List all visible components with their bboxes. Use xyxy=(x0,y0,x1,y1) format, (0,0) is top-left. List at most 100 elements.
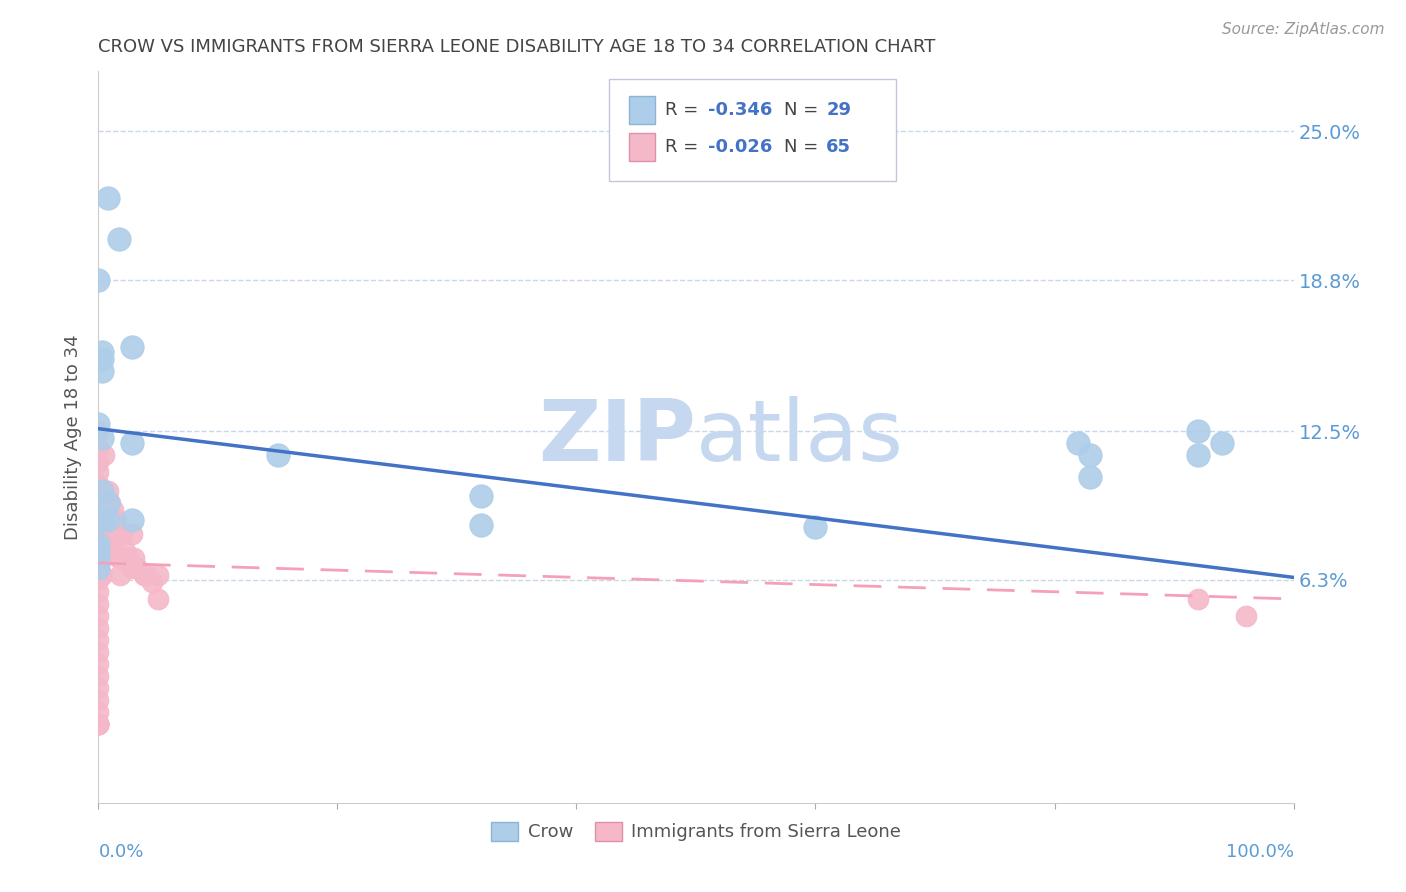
Point xyxy=(1187,448,1209,462)
Point xyxy=(87,716,110,731)
Point xyxy=(87,716,110,731)
Point xyxy=(121,527,143,541)
Text: 65: 65 xyxy=(827,137,851,156)
Point xyxy=(97,191,120,205)
Text: Source: ZipAtlas.com: Source: ZipAtlas.com xyxy=(1222,22,1385,37)
Point xyxy=(87,544,110,558)
Point xyxy=(87,716,110,731)
Point xyxy=(87,608,110,623)
Point xyxy=(97,537,120,551)
Point xyxy=(87,513,110,527)
Point xyxy=(804,520,827,534)
Point xyxy=(87,503,110,517)
Point xyxy=(87,597,110,611)
Point xyxy=(87,645,110,659)
Y-axis label: Disability Age 18 to 34: Disability Age 18 to 34 xyxy=(65,334,83,540)
Point xyxy=(87,549,110,563)
Point xyxy=(87,657,110,671)
Point xyxy=(111,551,134,566)
Point xyxy=(1187,424,1209,438)
FancyBboxPatch shape xyxy=(609,78,896,181)
Point xyxy=(108,551,131,566)
Point xyxy=(124,551,146,566)
Point xyxy=(91,345,114,359)
Point xyxy=(101,503,124,517)
Point xyxy=(87,716,110,731)
Point xyxy=(91,352,114,367)
Point xyxy=(87,489,110,503)
Point xyxy=(87,632,110,647)
Point xyxy=(93,448,115,462)
Point xyxy=(1080,448,1102,462)
Point xyxy=(87,681,110,695)
Point xyxy=(87,524,110,539)
Point xyxy=(87,273,110,287)
Point xyxy=(87,584,110,599)
Point xyxy=(105,513,128,527)
Point xyxy=(97,513,120,527)
Text: N =: N = xyxy=(785,137,824,156)
FancyBboxPatch shape xyxy=(628,96,655,124)
Point xyxy=(105,549,128,563)
Point xyxy=(93,537,115,551)
Legend: Crow, Immigrants from Sierra Leone: Crow, Immigrants from Sierra Leone xyxy=(484,814,908,848)
Point xyxy=(87,716,110,731)
Point xyxy=(87,424,110,438)
Text: -0.346: -0.346 xyxy=(709,101,772,120)
Point xyxy=(98,527,122,541)
Point xyxy=(91,431,114,445)
FancyBboxPatch shape xyxy=(628,133,655,161)
Point xyxy=(87,465,110,479)
Point xyxy=(108,527,131,541)
Point xyxy=(87,551,110,566)
Point xyxy=(121,340,143,354)
Point xyxy=(121,513,143,527)
Text: 100.0%: 100.0% xyxy=(1226,843,1294,861)
Point xyxy=(148,568,170,582)
Point xyxy=(91,364,114,378)
Point xyxy=(114,544,136,558)
Point xyxy=(1211,436,1233,450)
Point xyxy=(470,489,492,503)
Point xyxy=(87,455,110,469)
Point xyxy=(87,573,110,587)
Point xyxy=(1067,436,1090,450)
Point xyxy=(87,561,110,575)
Point xyxy=(111,527,134,541)
Point xyxy=(148,591,170,606)
Text: ZIP: ZIP xyxy=(538,395,696,479)
Point xyxy=(87,692,110,706)
Point xyxy=(135,568,157,582)
Text: CROW VS IMMIGRANTS FROM SIERRA LEONE DISABILITY AGE 18 TO 34 CORRELATION CHART: CROW VS IMMIGRANTS FROM SIERRA LEONE DIS… xyxy=(98,38,936,56)
Text: -0.026: -0.026 xyxy=(709,137,772,156)
Point xyxy=(97,483,120,498)
Point xyxy=(1234,608,1257,623)
Point xyxy=(87,537,110,551)
Point xyxy=(101,544,124,558)
Point xyxy=(1187,591,1209,606)
Text: R =: R = xyxy=(665,137,704,156)
Point xyxy=(87,705,110,719)
Point xyxy=(121,561,143,575)
Point xyxy=(98,496,122,510)
Point xyxy=(87,561,110,575)
Point xyxy=(132,568,155,582)
Point xyxy=(87,441,110,455)
Point xyxy=(125,561,148,575)
Point xyxy=(87,417,110,431)
Point xyxy=(93,503,115,517)
Point xyxy=(267,448,290,462)
Point xyxy=(97,513,120,527)
Text: N =: N = xyxy=(785,101,824,120)
Point xyxy=(91,483,114,498)
Point xyxy=(141,575,163,590)
Text: 0.0%: 0.0% xyxy=(98,843,143,861)
Point xyxy=(470,517,492,532)
Point xyxy=(91,568,114,582)
Point xyxy=(87,716,110,731)
Point xyxy=(87,476,110,491)
Point xyxy=(87,621,110,635)
Text: 29: 29 xyxy=(827,101,851,120)
Point xyxy=(1080,469,1102,483)
Text: atlas: atlas xyxy=(696,395,904,479)
